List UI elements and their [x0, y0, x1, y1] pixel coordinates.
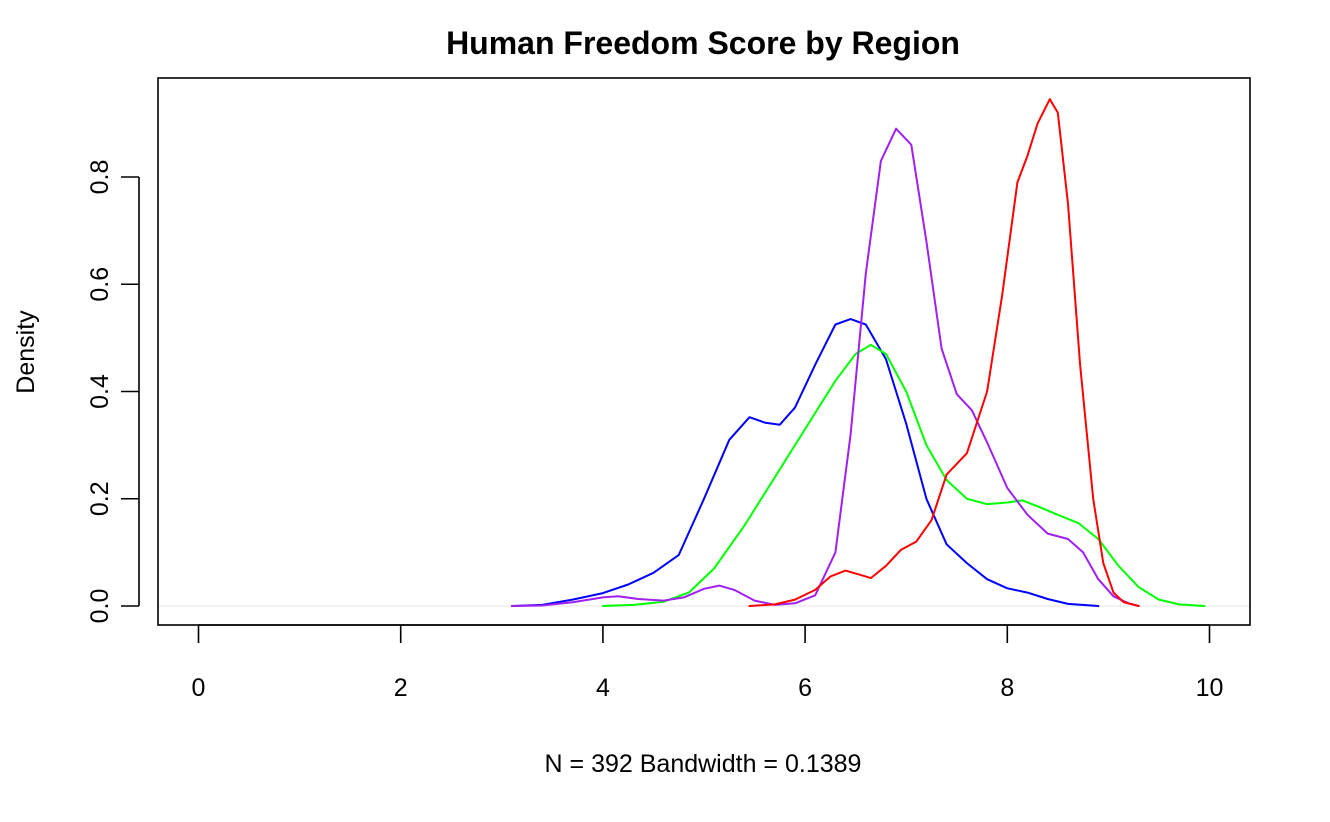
- y-tick-label: 0.2: [86, 481, 114, 516]
- series-lines: [510, 98, 1206, 607]
- plot-frame: [157, 77, 1251, 626]
- y-axis-label: Density: [12, 310, 40, 394]
- x-tick-label: 6: [798, 674, 812, 702]
- y-tick-label: 0.6: [86, 267, 114, 302]
- x-axis: 0 2 4 6 8 10: [192, 624, 1224, 702]
- y-axis: 0.0 0.2 0.4 0.6 0.8: [86, 160, 140, 624]
- density-series-3: [510, 127, 1140, 607]
- x-axis-label: N = 392 Bandwidth = 0.1389: [545, 750, 862, 778]
- density-series-1: [510, 318, 1100, 607]
- x-tick-label: 2: [394, 674, 408, 702]
- density-series-2: [601, 343, 1206, 607]
- chart-title: Human Freedom Score by Region: [446, 25, 960, 61]
- x-tick-label: 0: [192, 674, 206, 702]
- y-tick-label: 0.4: [86, 374, 114, 409]
- x-tick-label: 8: [1000, 674, 1014, 702]
- x-tick-label: 4: [596, 674, 610, 702]
- y-tick-label: 0.8: [86, 160, 114, 195]
- density-series-4: [748, 98, 1140, 607]
- y-tick-label: 0.0: [86, 589, 114, 624]
- x-tick-label: 10: [1196, 674, 1224, 702]
